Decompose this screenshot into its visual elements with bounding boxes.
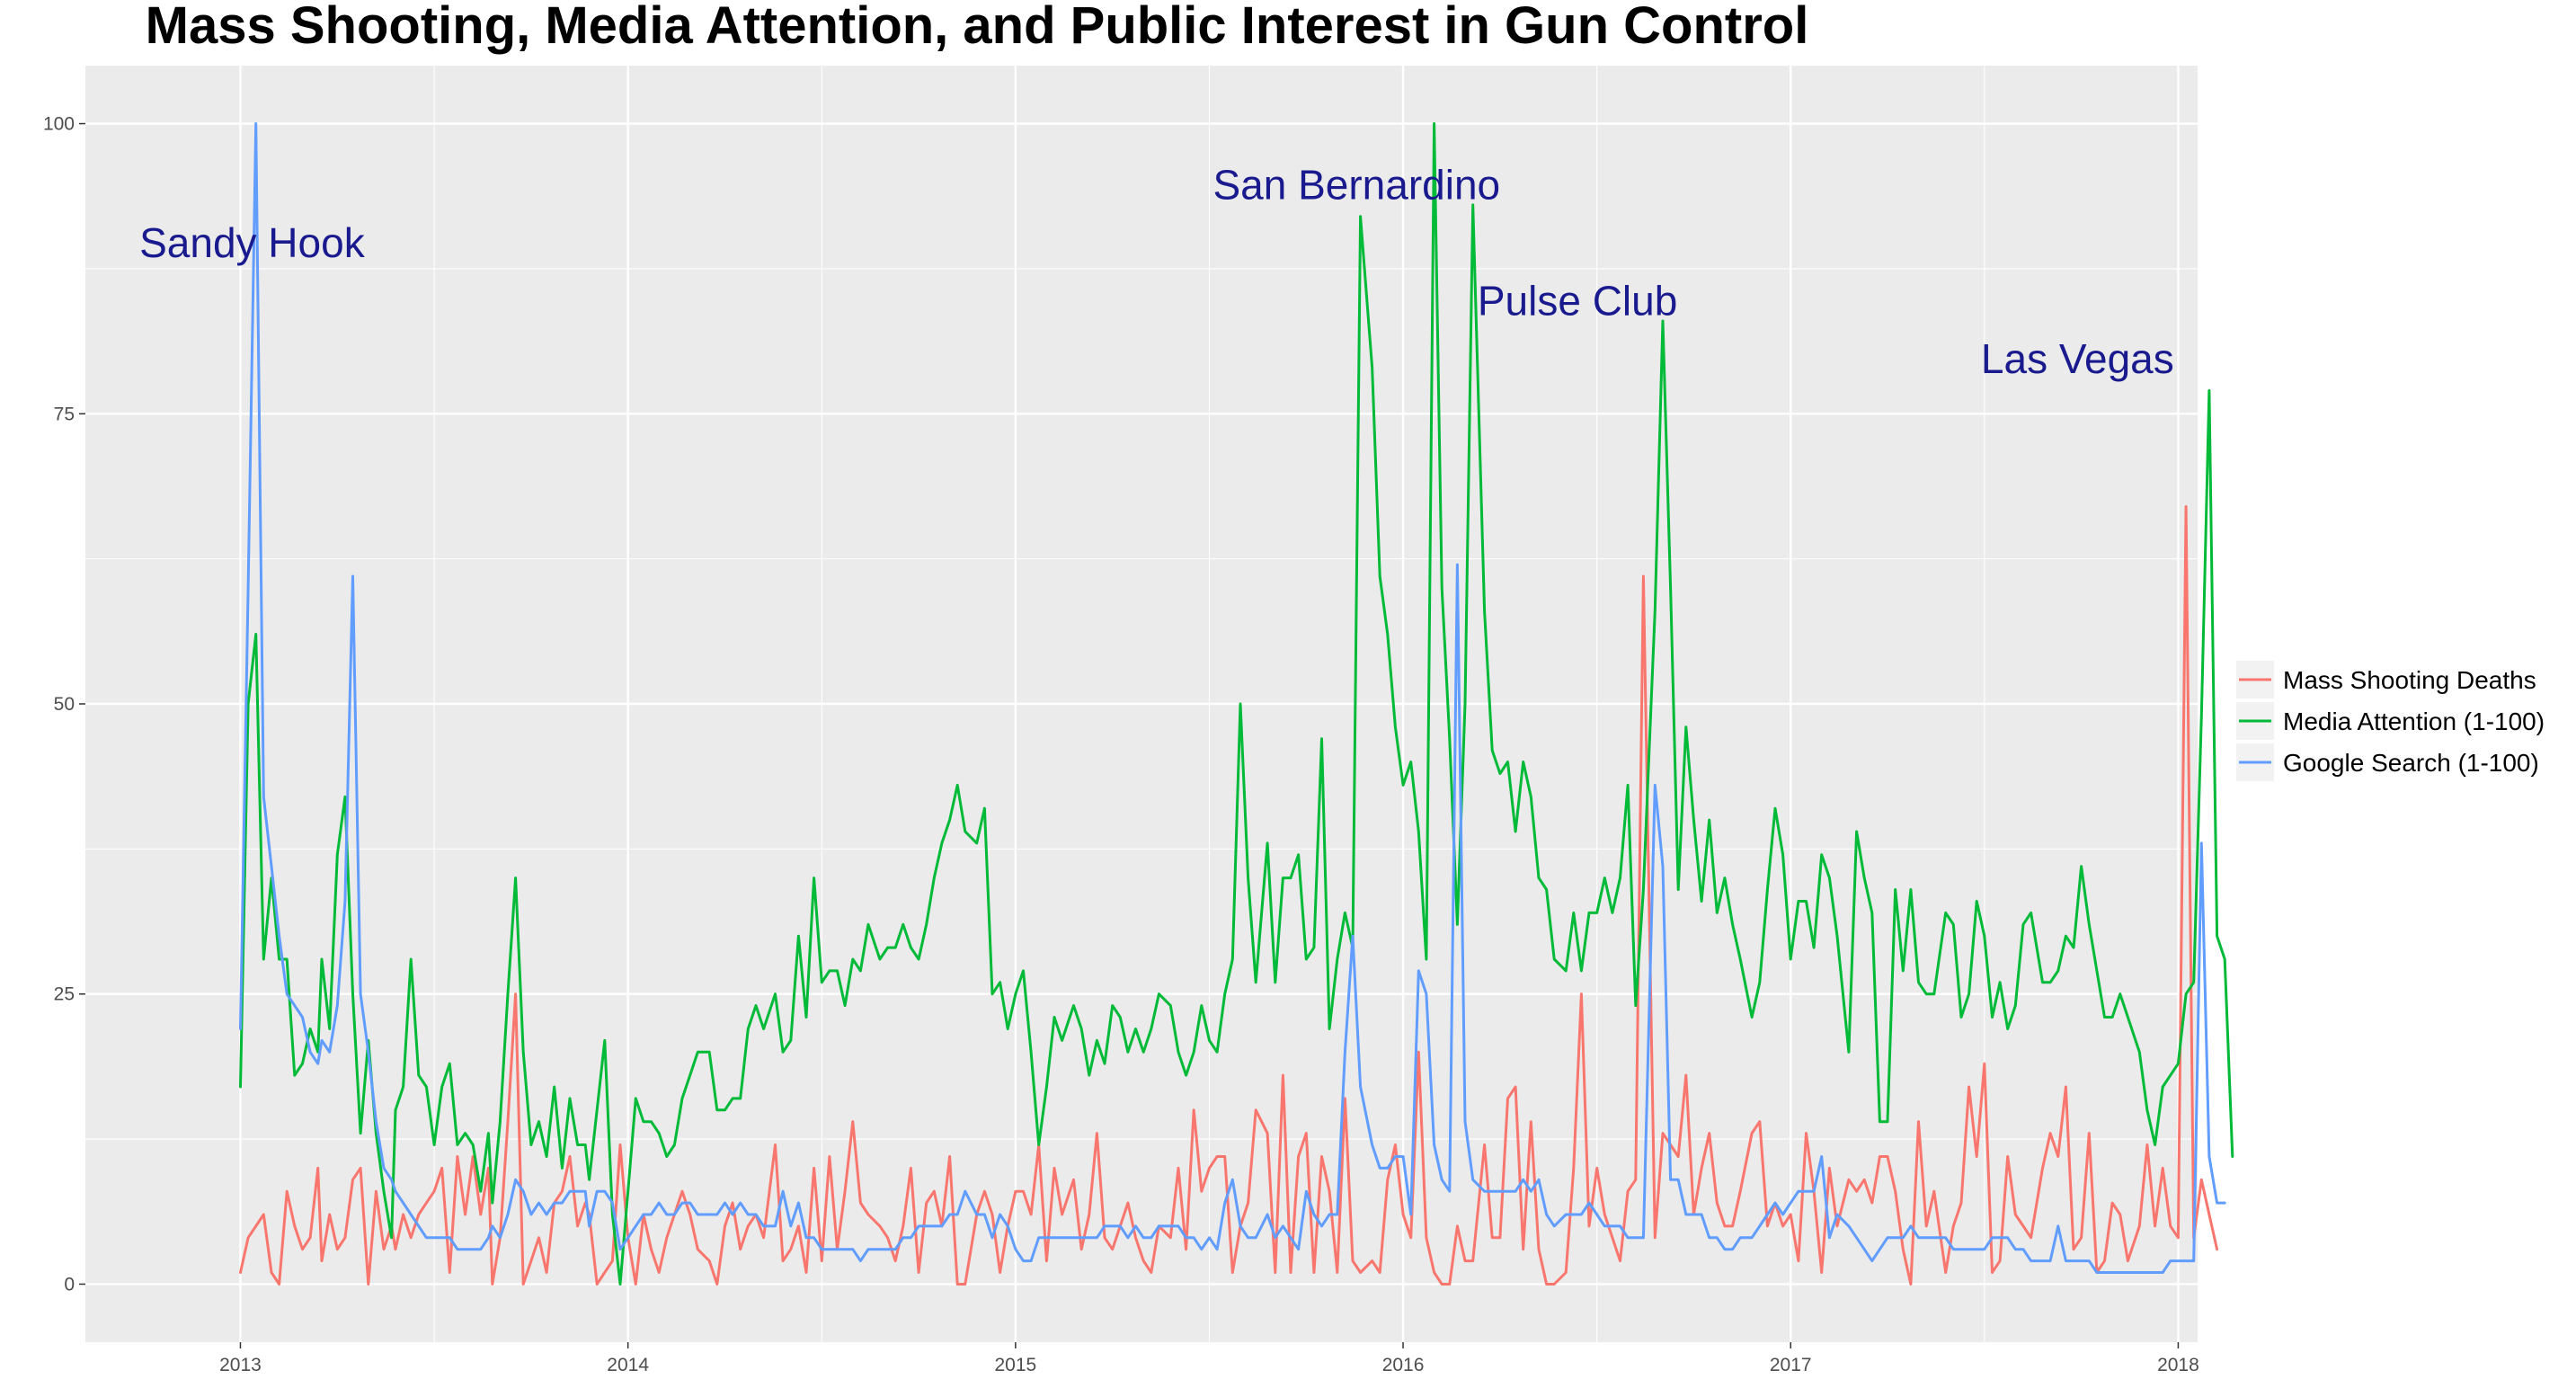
series-line-google-search-1-100 <box>239 122 2226 1274</box>
y-tick-label: 75 <box>54 404 75 424</box>
x-tick-label: 2018 <box>2157 1355 2199 1375</box>
series-line-mass-shooting-deaths <box>239 505 2219 1286</box>
y-tick-label: 50 <box>54 694 75 715</box>
x-axis: 2013 2014 2015 2016 2017 2018 <box>219 1342 2199 1375</box>
annotation-san-bernardino: San Bernardino <box>1212 161 1500 208</box>
x-tick-label: 2015 <box>995 1355 1037 1375</box>
x-tick-label: 2017 <box>1770 1355 1812 1375</box>
legend-label-mass-shooting-deaths: Mass Shooting Deaths <box>2283 666 2536 694</box>
x-tick-label: 2013 <box>219 1355 262 1375</box>
legend: Mass Shooting Deaths Media Attention (1-1… <box>2229 647 2562 781</box>
annotation-sandy-hook: Sandy Hook <box>139 219 366 266</box>
series-lines <box>239 122 2234 1286</box>
annotation-pulse-club: Pulse Club <box>1478 278 1677 325</box>
annotations: Sandy Hook San Bernardino Pulse Club Las Ve… <box>139 161 2174 382</box>
legend-background <box>2229 647 2562 779</box>
chart-title: Mass Shooting, Media Attention, and Publ… <box>146 0 1809 55</box>
legend-label-media-attention-1-100: Media Attention (1-100) <box>2283 707 2545 735</box>
y-tick-label: 100 <box>43 114 75 135</box>
legend-label-google-search-1-100: Google Search (1-100) <box>2283 749 2539 777</box>
y-tick-label: 25 <box>54 984 75 1005</box>
annotation-las-vegas: Las Vegas <box>1981 335 2174 382</box>
x-tick-label: 2014 <box>607 1355 649 1375</box>
y-tick-label: 0 <box>64 1274 75 1295</box>
series-line-media-attention-1-100 <box>239 122 2234 1286</box>
y-axis: 0 25 50 75 100 <box>43 114 85 1295</box>
x-tick-label: 2016 <box>1382 1355 1425 1375</box>
